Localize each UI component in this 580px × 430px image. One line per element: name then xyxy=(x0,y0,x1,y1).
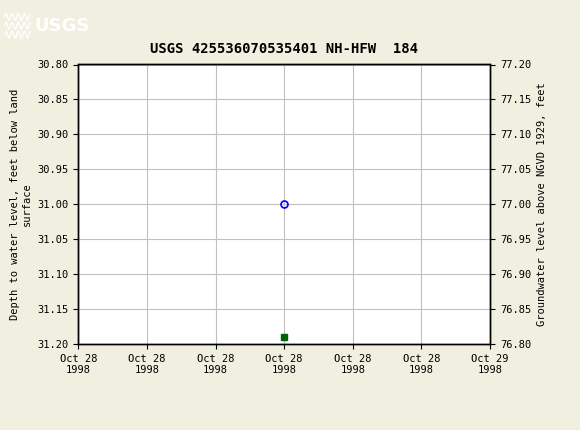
Title: USGS 425536070535401 NH-HFW  184: USGS 425536070535401 NH-HFW 184 xyxy=(150,43,418,56)
Y-axis label: Groundwater level above NGVD 1929, feet: Groundwater level above NGVD 1929, feet xyxy=(536,83,546,326)
Y-axis label: Depth to water level, feet below land
surface: Depth to water level, feet below land su… xyxy=(10,89,32,320)
Text: USGS: USGS xyxy=(35,17,90,35)
